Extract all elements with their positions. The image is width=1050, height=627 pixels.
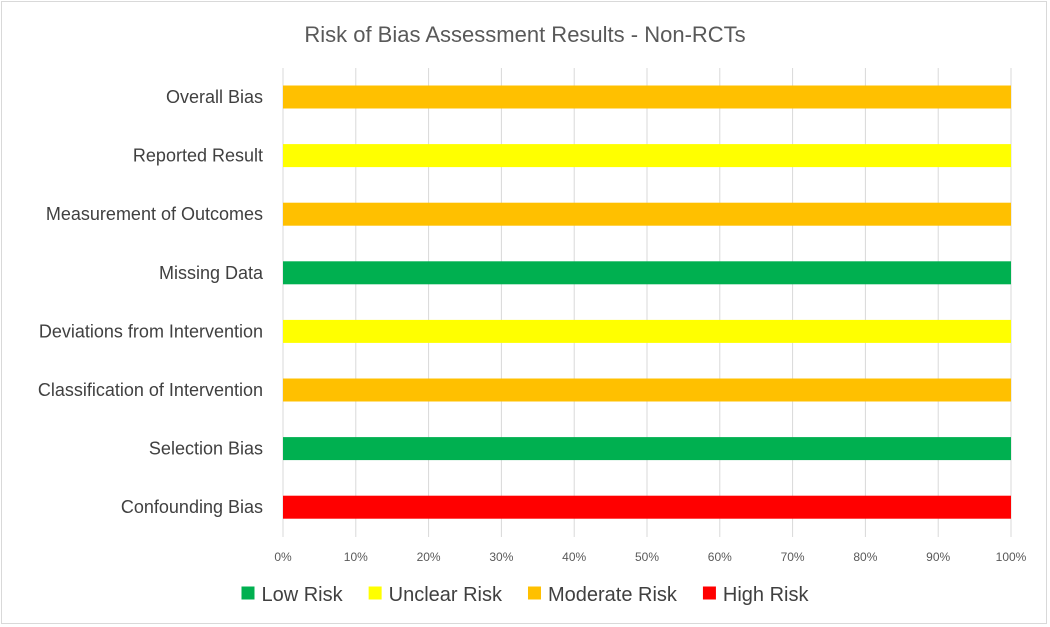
x-tick-label: 0% [274, 550, 292, 564]
x-tick-label: 100% [996, 550, 1027, 564]
bar-segment [283, 319, 1011, 343]
chart-title: Risk of Bias Assessment Results - Non-RC… [304, 22, 745, 47]
x-tick-label: 50% [635, 550, 659, 564]
category-labels: Overall Bias Reported Result Measurement o… [38, 87, 264, 517]
bar-segment [283, 202, 1011, 226]
x-tick-label: 30% [489, 550, 513, 564]
legend-label: High Risk [723, 584, 810, 606]
legend-item: Moderate Risk [527, 584, 678, 606]
x-tick-label: 70% [781, 550, 805, 564]
bar-segment [283, 261, 1011, 285]
legend-item: Unclear Risk [368, 584, 503, 606]
legend-swatch [368, 586, 382, 600]
category-label: Reported Result [133, 146, 263, 166]
x-tick-label: 40% [562, 550, 586, 564]
x-tick-label: 80% [853, 550, 877, 564]
legend-swatch [527, 586, 541, 600]
legend-label: Low Risk [261, 584, 343, 606]
legend-swatch [702, 586, 716, 600]
category-label: Deviations from Intervention [39, 321, 263, 341]
category-label: Overall Bias [166, 87, 263, 107]
category-label: Missing Data [159, 263, 264, 283]
legend-label: Moderate Risk [548, 584, 678, 606]
bar-segment [283, 144, 1011, 168]
x-tick-label: 10% [344, 550, 368, 564]
legend-swatch [241, 586, 255, 600]
legend-item: Low Risk [241, 584, 344, 606]
category-label: Confounding Bias [121, 497, 263, 517]
category-label: Measurement of Outcomes [46, 204, 263, 224]
bar-segment [283, 437, 1011, 461]
legend-label: Unclear Risk [389, 584, 503, 606]
bar-segment [283, 378, 1011, 402]
legend: Low Risk Unclear Risk Moderate Risk High Ri… [241, 584, 810, 606]
legend-item: High Risk [702, 584, 810, 606]
x-tick-label: 20% [417, 550, 441, 564]
category-label: Classification of Intervention [38, 380, 263, 400]
gridlines [282, 68, 1012, 537]
bars [283, 85, 1011, 519]
bar-segment [283, 495, 1011, 519]
bar-segment [283, 85, 1011, 109]
category-label: Selection Bias [149, 439, 263, 459]
x-tick-label: 90% [926, 550, 950, 564]
x-tick-label: 60% [708, 550, 732, 564]
x-axis-ticks: 0% 10% 20% 30% 40% 50% 60% 70% 80% 90% 100% [274, 550, 1026, 564]
